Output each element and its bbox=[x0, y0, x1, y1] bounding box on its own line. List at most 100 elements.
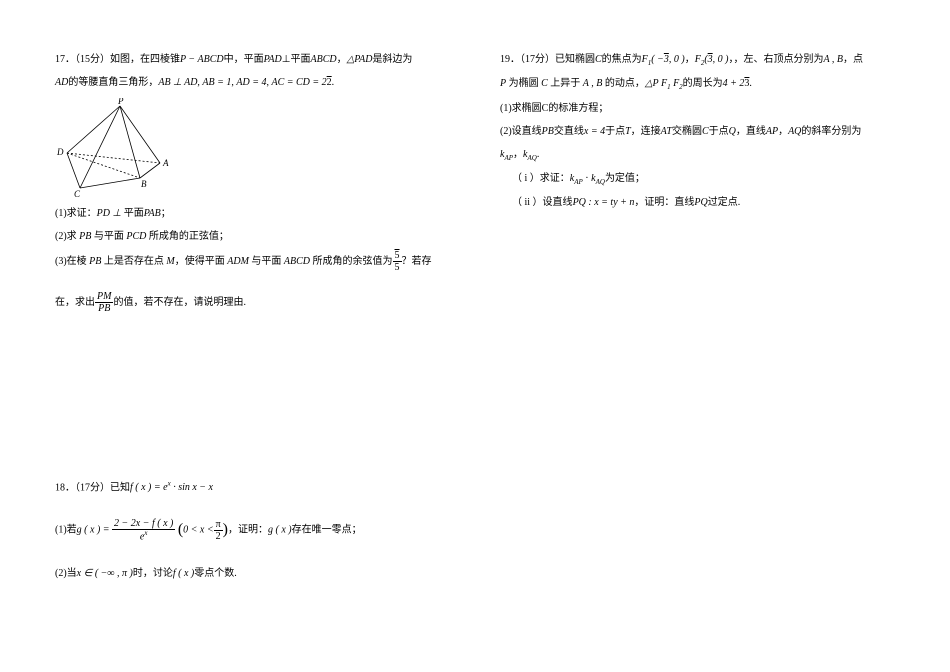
text: ， bbox=[778, 126, 788, 137]
math: ABCD bbox=[281, 256, 312, 267]
text: ？若存 bbox=[402, 256, 432, 267]
p17-figure: P A B C D bbox=[55, 98, 445, 198]
frac-g: 2 − 2x − f ( x )ex bbox=[112, 518, 175, 542]
text: 平面 bbox=[121, 208, 144, 219]
text: (1)求证： bbox=[55, 208, 97, 219]
p17-line1: 17．（15分）如图，在四棱锥P − ABCD中，平面PAD⊥平面ABCD，△P… bbox=[55, 50, 445, 69]
fig-label-c: C bbox=[74, 189, 81, 198]
spacer bbox=[55, 277, 445, 291]
text: 平面 bbox=[290, 54, 310, 65]
kaq2: kAQ bbox=[591, 173, 605, 184]
text: 过定点. bbox=[708, 197, 741, 208]
p17-q2: (2)求 PB 与平面 PCD 所成角的正弦值； bbox=[55, 227, 445, 246]
text: （ ii ）设直线 bbox=[512, 197, 573, 208]
page: 17．（15分）如图，在四棱锥P − ABCD中，平面PAD⊥平面ABCD，△P… bbox=[0, 0, 950, 672]
p19-line5: kAP，kAQ. bbox=[500, 145, 895, 165]
math: PAD bbox=[264, 54, 282, 65]
text: 于点 bbox=[709, 126, 729, 137]
text: 的斜率分别为 bbox=[801, 126, 861, 137]
text: 的等腰直角三角形， bbox=[68, 77, 158, 88]
text: (1)若 bbox=[55, 525, 77, 536]
f2: F2(3, 0 ) bbox=[695, 54, 729, 65]
text: (2)设直线 bbox=[500, 126, 542, 137]
math: Q bbox=[729, 126, 736, 137]
text: 所成角的正弦值； bbox=[149, 231, 229, 242]
spacer-big bbox=[55, 318, 445, 478]
math: △P F1 F2 bbox=[645, 78, 683, 89]
p17-q4: 在，求出PMPB的值，若不存在，请说明理由. bbox=[55, 291, 445, 314]
kaq: kAQ bbox=[523, 149, 537, 160]
p17-q1: (1)求证：PD ⊥ 平面PAB； bbox=[55, 204, 445, 223]
math: PB bbox=[542, 126, 554, 137]
text: ，左、右顶点分别为 bbox=[734, 54, 824, 65]
text: 的焦点为 bbox=[602, 54, 642, 65]
text: ，证明： bbox=[228, 525, 268, 536]
left-column: 17．（15分）如图，在四棱锥P − ABCD中，平面PAD⊥平面ABCD，△P… bbox=[0, 0, 475, 672]
text: 的周长为 bbox=[683, 78, 723, 89]
spacer bbox=[55, 501, 445, 515]
text: ； bbox=[161, 208, 171, 219]
text: 零点个数. bbox=[194, 568, 237, 579]
text: 交椭圆 bbox=[672, 126, 702, 137]
kap: kAP bbox=[500, 149, 513, 160]
math: C bbox=[595, 54, 602, 65]
frac-sqrt5-5: 55 bbox=[393, 250, 402, 273]
text: 上是否存在点 bbox=[104, 256, 164, 267]
text: 存在唯一零点； bbox=[292, 525, 362, 536]
text: 与平面 bbox=[251, 256, 281, 267]
frac-pi2: π2 bbox=[214, 519, 223, 542]
math: g ( x ) = bbox=[77, 525, 110, 536]
math: PQ : x = ty + n bbox=[573, 197, 635, 208]
math: △PAD bbox=[347, 54, 373, 65]
math: AB ⊥ AD bbox=[158, 77, 197, 88]
text: 上异于 bbox=[550, 78, 580, 89]
text: 中，平面 bbox=[224, 54, 264, 65]
math: x ∈ ( −∞ , π ) bbox=[77, 568, 133, 579]
math: f ( x ) = ex · sin x − x bbox=[130, 482, 213, 493]
math: C bbox=[539, 78, 551, 89]
math: PAB bbox=[144, 208, 161, 219]
text: ，证明：直线 bbox=[634, 197, 694, 208]
p19-q2: (2)设直线PB交直线x = 4于点T，连接AT交椭圆C于点Q，直线AP，AQ的… bbox=[500, 122, 895, 141]
text: 的值，若不存在，请说明理由. bbox=[113, 297, 246, 308]
math: x = 4 bbox=[584, 126, 605, 137]
math: ABCD bbox=[310, 54, 336, 65]
text: 在，求出 bbox=[55, 297, 95, 308]
text: 17．（15分）如图，在四棱锥 bbox=[55, 54, 180, 65]
math: g ( x ) bbox=[268, 525, 292, 536]
text: 时，讨论 bbox=[133, 568, 173, 579]
math: AB = 1 bbox=[202, 77, 231, 88]
fig-label-p: P bbox=[117, 98, 124, 106]
spacer bbox=[55, 550, 445, 564]
math: AD bbox=[55, 77, 68, 88]
fig-label-d: D bbox=[56, 147, 64, 157]
math: A , B bbox=[824, 54, 844, 65]
text: （ i ）求证： bbox=[512, 173, 570, 184]
p18-q1: (1)若g ( x ) = 2 − 2x − f ( x )ex (0 < x … bbox=[55, 515, 445, 545]
math: ADM bbox=[225, 256, 252, 267]
text: . bbox=[332, 77, 335, 88]
text: 于点 bbox=[605, 126, 625, 137]
text: 为定值； bbox=[605, 173, 645, 184]
math: P − ABCD bbox=[180, 54, 224, 65]
math: A , B bbox=[580, 78, 605, 89]
text: (2)求 bbox=[55, 231, 77, 242]
f1: F1( −3, 0 ) bbox=[642, 54, 685, 65]
math: 4 + 2 bbox=[723, 78, 745, 89]
math: PCD bbox=[124, 231, 149, 242]
cond: 0 < x < bbox=[183, 525, 213, 536]
text: (2)当 bbox=[55, 568, 77, 579]
math: PB bbox=[77, 231, 94, 242]
p19-q1: (1)求椭圆C的标准方程； bbox=[500, 99, 895, 118]
text: . bbox=[537, 149, 540, 160]
math: M bbox=[164, 256, 175, 267]
math: AC = CD = 2 bbox=[271, 77, 326, 88]
text: ，连接 bbox=[631, 126, 661, 137]
text: 与平面 bbox=[94, 231, 124, 242]
p17-line2: AD的等腰直角三角形，AB ⊥ AD, AB = 1, AD = 4, AC =… bbox=[55, 73, 445, 92]
text: 19．（17分）已知椭圆 bbox=[500, 54, 595, 65]
math: f ( x ) bbox=[173, 568, 194, 579]
math: AT bbox=[661, 126, 672, 137]
math: PB bbox=[87, 256, 104, 267]
math: PD ⊥ bbox=[97, 208, 122, 219]
